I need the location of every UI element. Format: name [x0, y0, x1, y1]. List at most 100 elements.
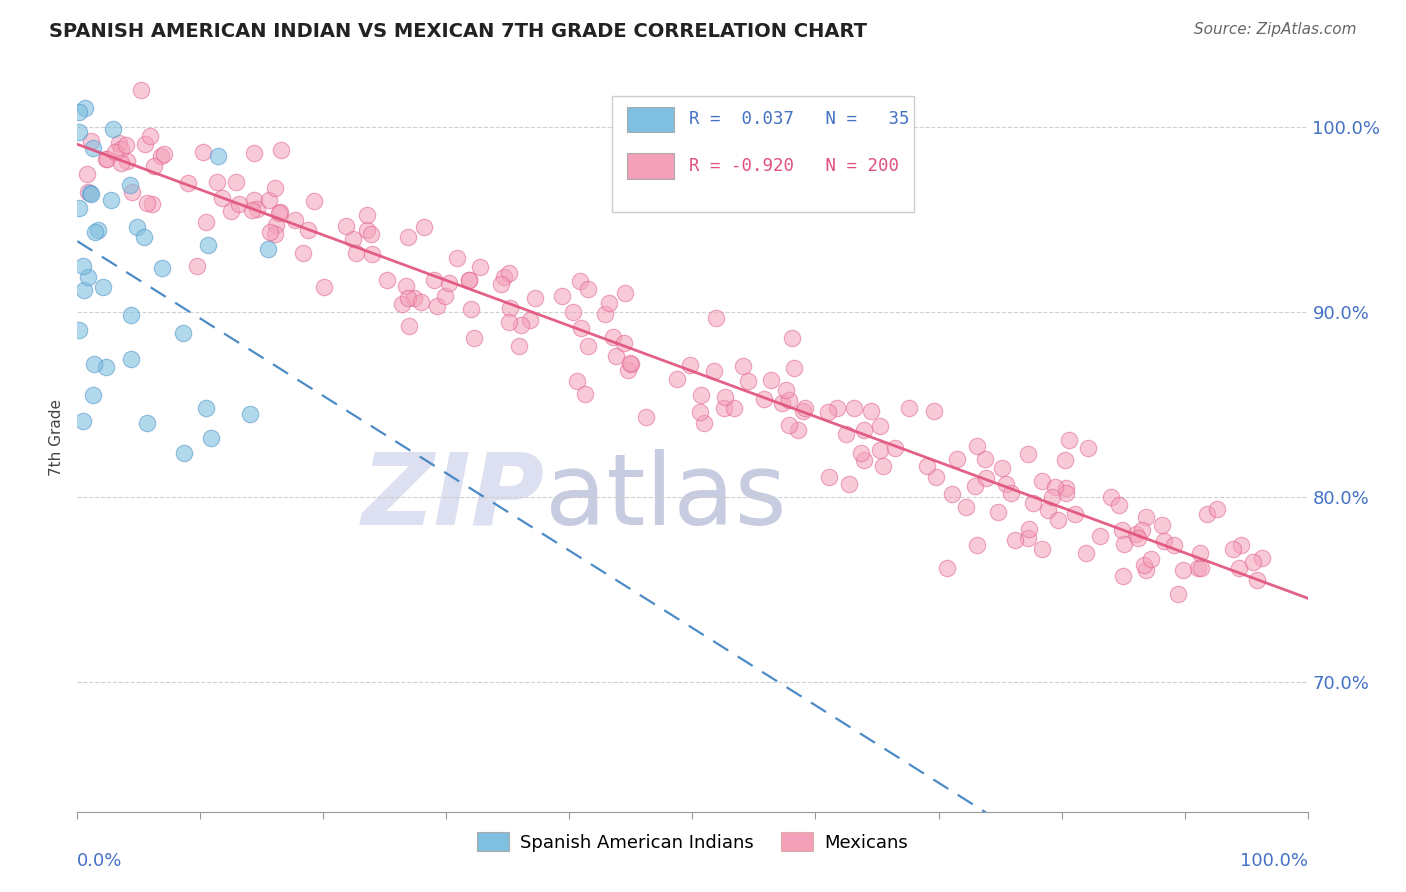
Point [1063, 507, 1085, 521]
Point [96, 152, 118, 166]
Point [104, 145, 127, 159]
Point [394, 279, 416, 293]
Point [100, 193, 122, 207]
Point [780, 331, 803, 345]
Point [1054, 481, 1077, 495]
Point [794, 401, 817, 415]
Point [360, 227, 382, 242]
Point [620, 357, 643, 371]
Point [693, 416, 716, 430]
Point [1128, 531, 1150, 545]
Point [1227, 560, 1250, 574]
Point [177, 176, 200, 190]
Point [314, 280, 336, 294]
Point [498, 301, 520, 315]
Point [121, 185, 143, 199]
Point [103, 121, 125, 136]
Point [79, 186, 101, 200]
Point [361, 247, 384, 261]
Point [853, 453, 876, 467]
Point [966, 439, 988, 453]
Point [1187, 561, 1209, 575]
Point [752, 392, 775, 406]
Text: ZIP: ZIP [361, 449, 546, 546]
Point [73, 283, 96, 297]
Bar [627, 153, 673, 178]
Point [616, 363, 638, 377]
Point [193, 145, 215, 160]
Point [1017, 531, 1039, 545]
Point [995, 477, 1018, 491]
Point [1077, 441, 1099, 455]
Point [817, 404, 839, 418]
Point [134, 137, 156, 152]
Text: R =  0.037   N =   35: R = 0.037 N = 35 [689, 111, 910, 128]
Point [1167, 587, 1189, 601]
Point [1057, 433, 1080, 447]
Point [284, 212, 307, 227]
Point [898, 401, 921, 415]
Point [1112, 537, 1135, 551]
Point [150, 260, 173, 275]
Point [335, 219, 357, 233]
Point [1250, 551, 1272, 566]
Point [344, 246, 367, 260]
Point [460, 302, 482, 317]
Point [173, 446, 195, 460]
Point [966, 538, 988, 552]
Point [565, 374, 588, 388]
Point [1206, 502, 1229, 516]
Text: SPANISH AMERICAN INDIAN VS MEXICAN 7TH GRADE CORRELATION CHART: SPANISH AMERICAN INDIAN VS MEXICAN 7TH G… [49, 22, 868, 41]
Point [494, 270, 516, 285]
Point [463, 331, 485, 345]
Point [458, 273, 481, 287]
Point [1230, 538, 1253, 552]
Point [869, 419, 891, 434]
Point [849, 446, 872, 460]
Point [457, 273, 479, 287]
Legend: Spanish American Indians, Mexicans: Spanish American Indians, Mexicans [470, 825, 915, 859]
Point [77, 185, 100, 199]
Text: R = -0.920   N = 200: R = -0.920 N = 200 [689, 157, 898, 175]
Y-axis label: 7th Grade: 7th Grade [49, 399, 65, 475]
Point [562, 305, 585, 319]
Point [269, 205, 291, 219]
Point [96, 152, 118, 166]
Point [356, 223, 378, 237]
Point [264, 227, 287, 241]
Point [239, 407, 262, 421]
Point [963, 479, 986, 493]
Point [1040, 490, 1063, 504]
Point [689, 404, 711, 418]
Point [110, 142, 132, 156]
Point [437, 276, 460, 290]
Point [211, 191, 233, 205]
Text: 100.0%: 100.0% [1240, 853, 1308, 871]
Point [172, 326, 194, 340]
Point [240, 202, 263, 217]
Point [243, 193, 266, 207]
Point [84, 225, 107, 239]
Point [221, 204, 243, 219]
Point [1031, 541, 1053, 556]
Point [770, 396, 793, 410]
Point [1053, 453, 1076, 467]
Point [778, 393, 800, 408]
Point [1099, 490, 1122, 504]
Bar [627, 107, 673, 132]
Point [576, 282, 599, 296]
Point [1189, 561, 1212, 575]
Point [242, 146, 264, 161]
Point [1195, 508, 1218, 522]
Point [614, 285, 637, 300]
Point [690, 388, 713, 402]
Point [67, 105, 90, 120]
Point [412, 220, 434, 235]
Point [827, 401, 849, 415]
Point [470, 260, 492, 275]
Point [782, 361, 804, 376]
Point [775, 383, 797, 397]
Point [917, 458, 939, 473]
Point [1043, 480, 1066, 494]
Point [508, 339, 530, 353]
